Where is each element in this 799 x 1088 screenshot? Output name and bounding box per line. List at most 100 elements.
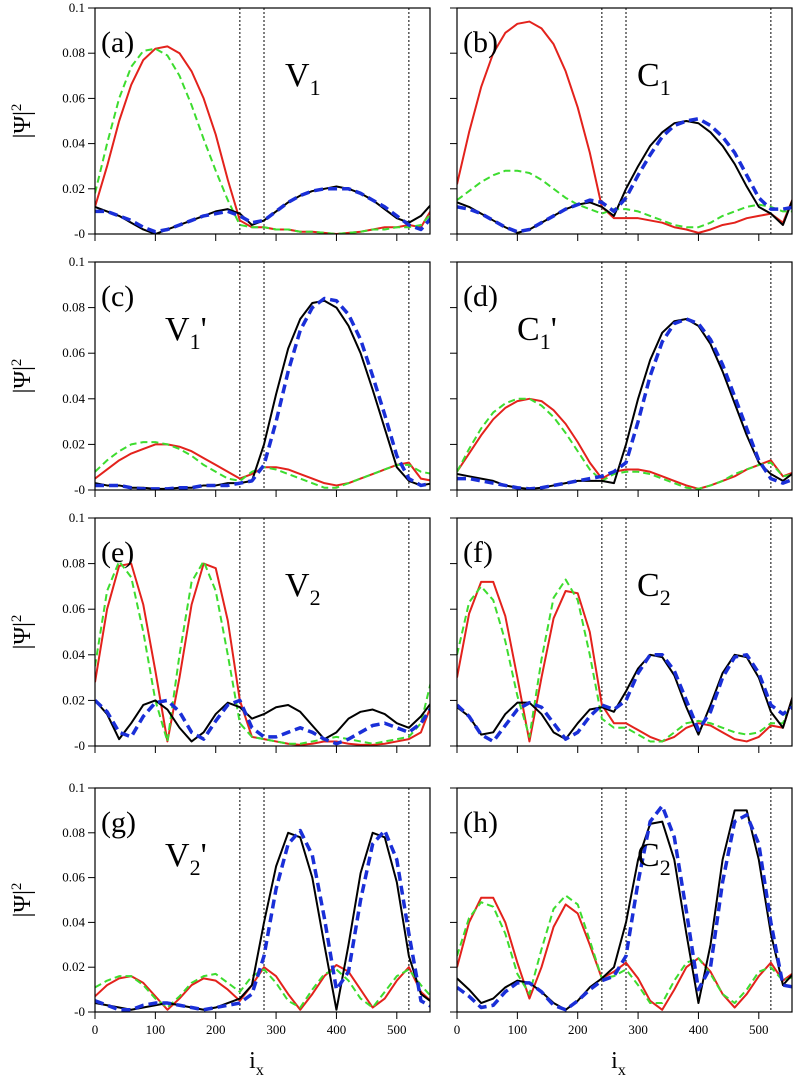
x-tick-label: 0 (92, 1022, 99, 1037)
state-label: C1 (637, 57, 671, 100)
data-line (95, 698, 430, 746)
data-line (95, 560, 430, 745)
data-line (457, 397, 792, 490)
data-line (457, 578, 792, 743)
x-axis-label: ix (611, 1048, 626, 1079)
state-label: V2 (285, 567, 321, 610)
state-label: V1' (165, 311, 207, 354)
state-base: V (165, 311, 190, 348)
data-line (95, 831, 430, 1011)
y-tick-label: 0.08 (62, 825, 85, 840)
state-label: C1' (517, 311, 557, 354)
x-tick-label: 200 (206, 1022, 226, 1037)
panel: 0 100 200 300 400 500 (h) C2 ix (450, 787, 793, 1079)
panel: -00.020.040.060.080.1(e)V2|Ψ|2 (9, 510, 431, 753)
state-base: C (637, 567, 660, 604)
y-tick-label: 0.02 (62, 436, 85, 451)
state-sub: 2 (310, 585, 321, 610)
plot-area (95, 828, 430, 1012)
state-sub: 2 (190, 855, 201, 880)
y-tick-label: 0.1 (69, 510, 85, 525)
x-label-sub: x (256, 1062, 264, 1079)
state-sub: 1 (660, 75, 671, 100)
y-label-sup: 2 (9, 615, 25, 623)
panel-label: (f) (463, 536, 493, 569)
plot-frame (456, 787, 793, 1013)
y-tick-label: -0 (74, 738, 85, 753)
state-label: C2 (637, 837, 671, 880)
y-tick-label: -0 (74, 482, 85, 497)
data-line (457, 809, 792, 1011)
panel: -0 0.02 0.04 0.06 0.08 0.1 (c) V1' |Ψ|2 (9, 254, 431, 497)
x-tick-label: 400 (689, 1022, 709, 1037)
panel-label: (h) (463, 806, 498, 839)
panel-label: (g) (101, 806, 136, 839)
data-line (95, 185, 430, 234)
y-tick-label: 0.02 (62, 181, 85, 196)
x-tick-label: 300 (266, 1022, 286, 1037)
panel: -0 0.02 0.04 0.06 0.08 0.1 0 100 200 300 400 500 (g)… (9, 780, 431, 1079)
plot-frame (456, 261, 793, 491)
plot-area (95, 560, 430, 746)
y-tick-label: -0 (74, 226, 85, 241)
y-axis-label: |Ψ|2 (9, 883, 36, 918)
state-base: V (285, 567, 310, 604)
state-label: V2' (165, 837, 207, 880)
panel: (f) C2 (450, 517, 793, 753)
x-label-sub: x (618, 1062, 626, 1079)
plot-frame (94, 7, 431, 235)
plot-area (457, 20, 792, 234)
state-base: C (517, 311, 540, 348)
y-label-base: |Ψ| (10, 111, 36, 138)
state-sub: 2 (660, 855, 671, 880)
x-label-base: i (249, 1048, 256, 1074)
plot-frame (456, 7, 793, 235)
y-tick-label: 0.04 (62, 391, 85, 406)
data-line (95, 699, 430, 743)
y-tick-label: 0.04 (62, 136, 85, 151)
y-tick-label: 0.1 (69, 780, 85, 795)
data-line (95, 963, 430, 1011)
plot-area (95, 45, 430, 234)
x-axis-label: ix (249, 1048, 264, 1079)
y-label-sup: 2 (9, 883, 25, 891)
data-line (457, 804, 792, 1012)
x-label-base: i (611, 1048, 618, 1074)
data-line (457, 580, 792, 743)
y-tick-label: 0.06 (62, 90, 85, 105)
data-line (95, 187, 430, 234)
panel-label: (a) (101, 26, 134, 59)
y-tick-label: 0.06 (62, 345, 85, 360)
plot-frame (94, 787, 431, 1013)
plot-frame (94, 517, 431, 747)
state-base: C (637, 837, 660, 874)
data-line (95, 968, 430, 1009)
panel: -0 0.02 0.04 0.06 0.08 0.1 (a) V1 |Ψ|2 (9, 0, 431, 241)
plot-area (457, 578, 792, 744)
plot-area (457, 804, 792, 1012)
y-tick-label: 0.04 (62, 914, 85, 929)
y-label-sup: 2 (9, 359, 25, 367)
data-line (457, 116, 792, 234)
state-suffix: ' (201, 837, 207, 874)
plot-area (95, 296, 430, 490)
plot-area (457, 317, 792, 490)
y-tick-label: 0.08 (62, 45, 85, 60)
state-label: V1 (285, 57, 321, 100)
y-tick-label: -0 (74, 1004, 85, 1019)
data-line (95, 47, 430, 234)
data-line (457, 20, 792, 234)
data-line (457, 653, 792, 744)
panel-label: (e) (101, 536, 134, 569)
data-line (95, 828, 430, 1012)
y-axis-label: |Ψ|2 (9, 615, 36, 650)
plot-frame (456, 517, 793, 747)
y-label-base: |Ψ| (10, 366, 36, 393)
panel-label: (d) (463, 280, 498, 313)
data-line (457, 169, 792, 229)
panel: (d) C1' (450, 261, 793, 497)
y-label-base: |Ψ| (10, 622, 36, 649)
panel-label: (c) (101, 280, 134, 313)
x-tick-label: 500 (387, 1022, 407, 1037)
